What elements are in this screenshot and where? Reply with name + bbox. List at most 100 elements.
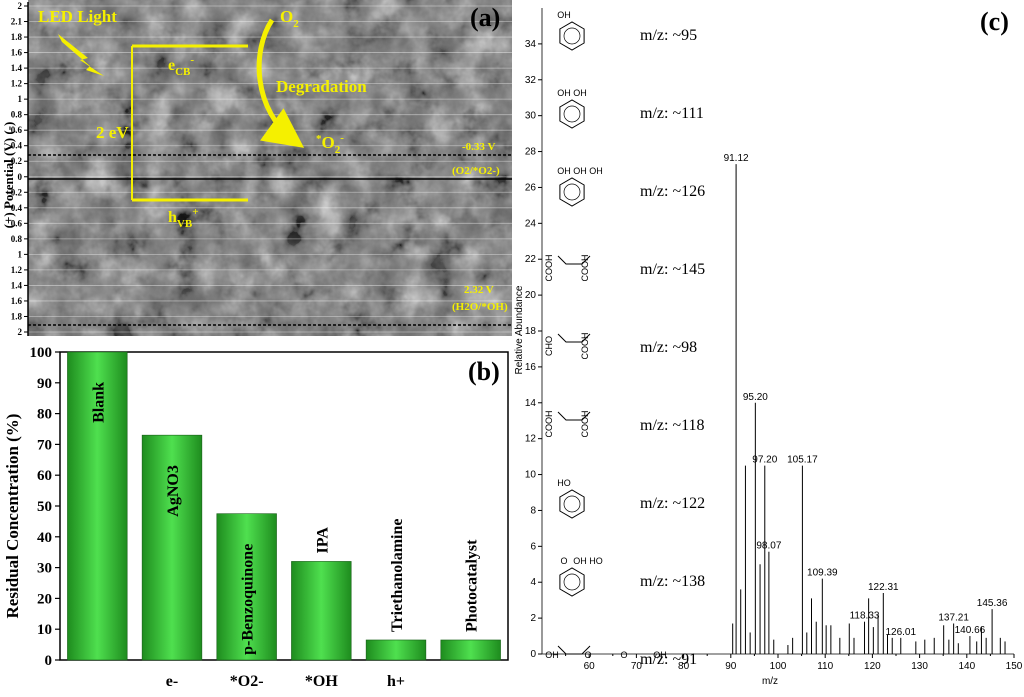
x-tick-label: 150 [1006,661,1023,672]
bar-ipa [291,561,352,661]
fragment-mz-label: m/z: ~91 [640,651,697,668]
y-tick-label: 34 [525,39,537,50]
y-tick-label: 14 [525,398,537,409]
potential-ticks: 2 2.1 1.8 1.6 1.4 1.2 1 0.8 0.6 0.4 0.2 0 0.2 0.4 0.6 0… [11,1,28,337]
peak-label: 145.36 [977,598,1008,609]
panel-a-band-diagram: 2 2.1 1.8 1.6 1.4 1.2 1 0.8 0.6 0.4 0.2 0 0.2 0.4 0.6 0… [0,0,512,340]
tick-label: 1.6 [11,296,23,306]
benzene-ring [559,177,585,207]
atom-label: HO [589,556,603,566]
panel-b-bars: Blank AgNO3 e-p-Benzoquinone *O2- IPA *OH Trie… [67,351,501,690]
fragment-mz-label: m/z: ~138 [640,573,705,590]
panel-c-mass-spectrum: 60 70 80 90 100 110 120 130 140 150 0 2 4 6 8 10 12 14 16 1… [512,0,1024,692]
y-tick-label: 30 [37,561,52,577]
y-tick-label: 100 [30,345,53,361]
fragment-mz-label: m/z: ~126 [640,183,705,200]
tick-label: 1.2 [11,79,23,89]
bar-label: Triethanolamine [389,518,406,631]
chain-bond [557,645,591,655]
peak-label: 98.07 [756,541,781,552]
atom-label: O [560,556,567,566]
panel-b-ylabel: Residual Concentration (%) [3,414,22,619]
panel-c-svg: 60 70 80 90 100 110 120 130 140 15002468101214161… [514,7,1023,687]
lightning-icon [58,34,104,76]
panel-b-label: (b) [468,357,500,386]
y-tick-label: 22 [525,254,537,265]
bar-triethanolamine [365,639,427,661]
peak-label: 126.01 [885,627,916,638]
benzene-ring [559,567,585,597]
fragment-mz-label: m/z: ~95 [640,27,697,44]
benzene-ring [559,489,585,519]
tick-label: 0.8 [11,234,23,244]
x-tick-label: 110 [817,661,833,672]
vb-potential-label: 2.32 V [464,284,494,296]
x-tick-label: 100 [770,661,787,672]
ecb-label: eCB- [168,54,194,78]
fragment-mz-label: m/z: ~118 [640,417,705,434]
cb-potential-label: -0.33 V [462,141,495,153]
panel-b-scavenger-chart: 0 10 20 30 40 50 60 70 80 90 100 Blank AgNO3 e-p-Ben… [0,340,512,692]
y-tick-label: 70 [37,437,52,453]
tick-label: 1.8 [11,32,23,42]
tick-label: 1.8 [11,311,23,321]
peak-label: 91.12 [724,153,749,164]
o2-label: O2 [280,7,299,30]
degradation-label: Degradation [276,77,367,96]
potential-axis-label: (+) Potential (V) (-) [1,122,16,229]
tick-label: 2 [18,1,23,11]
fragment-mz-label: m/z: ~98 [640,339,697,356]
y-tick-label: 12 [525,434,537,445]
tick-label: 0.6 [11,125,23,135]
y-tick-label: 2 [530,613,536,624]
y-tick-label: 32 [525,75,537,86]
fragment-structure: OH OH [557,88,587,129]
fragment-structure: OH [557,10,585,51]
tick-label: 1.6 [11,48,23,58]
fragment-mz-label: m/z: ~111 [640,105,704,122]
panel-c-peaks: 91.12 95.20 97.20 98.07 105.17 109.39 118.33 12… [724,153,1008,654]
atom-label: OH [573,88,587,98]
peak-label: 109.39 [807,568,838,579]
bar-blank [67,351,128,661]
bar-label: AgNO3 [165,465,182,517]
y-tick-label: 90 [37,376,52,392]
panel-a-label: (a) [470,3,500,32]
x-category-label: *O2- [230,673,264,690]
y-tick-label: 0 [530,649,536,660]
atom-label: COOH [544,255,554,282]
x-tick-label: 140 [958,661,975,672]
y-tick-label: 8 [530,505,536,516]
atom-label: OH [545,650,559,660]
atom-label: OH [557,10,571,20]
peak-label: 118.33 [850,611,880,622]
bar-label: IPA [314,527,331,554]
y-tick-label: 40 [37,530,52,546]
y-tick-label: 28 [525,147,537,158]
fragment-structure: OH O O OH [545,645,667,660]
y-tick-label: 4 [530,577,536,588]
atom-label: OH [573,556,587,566]
degradation-arrow-icon [256,18,305,148]
tick-label: 1.4 [11,280,23,290]
atom-label: OH [653,650,667,660]
peak-label: 97.20 [752,455,777,466]
superoxide-label: *O2- [316,132,344,156]
tick-label: 0.8 [11,110,23,120]
bar-photocatalyst [440,639,501,661]
atom-label: OH [573,166,587,176]
y-tick-label: 20 [525,290,537,301]
aromatic-circle [563,105,581,123]
aromatic-circle [563,183,581,201]
y-tick-label: 10 [37,622,52,638]
tick-label: 1.4 [11,63,23,73]
peak-label: 137.21 [938,612,969,623]
tick-label: 0.4 [11,141,23,151]
atom-label: O [620,650,627,660]
atom-label: HO [557,478,571,488]
x-tick-label: 70 [631,661,643,672]
x-category-label: *OH [305,673,338,690]
tick-label: 2.1 [11,17,23,27]
hvb-label: hVB+ [168,206,198,230]
panel-c-axes: 60 70 80 90 100 110 120 130 140 15002468101214161… [525,8,1023,672]
